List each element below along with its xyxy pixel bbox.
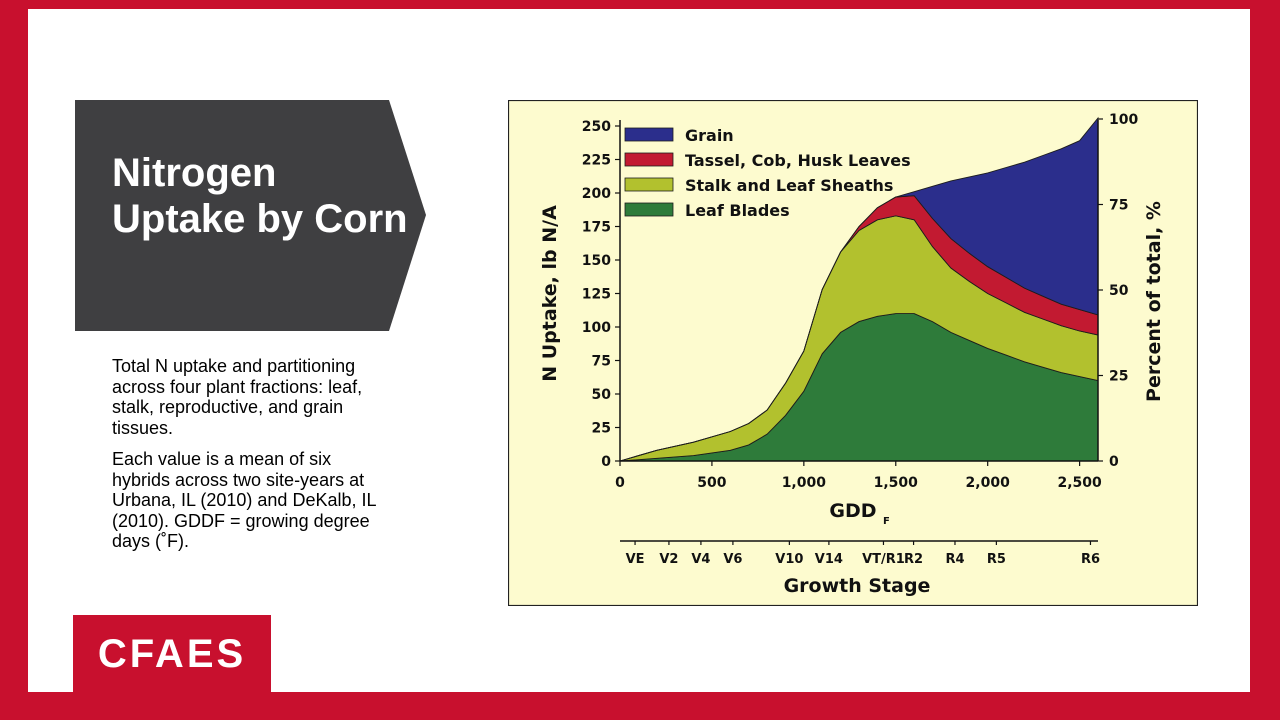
y-tick-label: 75	[592, 354, 611, 370]
y2-tick-label: 25	[1109, 369, 1128, 385]
growth-stage-label: V14	[815, 552, 843, 567]
x-axis-label: GDD	[829, 500, 876, 522]
chart-svg: 0 25 50 75 100 125 150 175 200 225 250 0 25 50 75 100 0 5…	[508, 100, 1198, 606]
legend-label: Grain	[685, 126, 734, 145]
y-tick-label: 25	[592, 421, 611, 437]
legend-label: Leaf Blades	[685, 201, 790, 220]
growth-stage-label: R5	[987, 552, 1006, 567]
nitrogen-uptake-chart: 0 25 50 75 100 125 150 175 200 225 250 0 25 50 75 100 0 5…	[508, 100, 1198, 606]
growth-stage-label: R2	[904, 552, 923, 567]
growth-stage-label: VT/R1	[862, 552, 905, 567]
growth-stage-label: V2	[659, 552, 678, 567]
y-tick-label: 50	[592, 387, 612, 403]
x-axis-label-subscript: F	[883, 516, 890, 527]
slide-title: Nitrogen Uptake by Corn	[112, 151, 408, 241]
y2-tick-label: 50	[1109, 283, 1129, 299]
y-tick-label: 225	[582, 153, 611, 169]
y2-axis-label: Percent of total, %	[1143, 201, 1165, 402]
y2-tick-label: 0	[1109, 454, 1119, 470]
y-axis-label: N Uptake, lb N/A	[539, 205, 561, 382]
growth-stage-label: R4	[945, 552, 964, 567]
growth-stage-axis-title: Growth Stage	[784, 575, 931, 597]
x-tick-label: 1,500	[874, 475, 919, 491]
growth-stage-label: R6	[1081, 552, 1100, 567]
description-paragraph-1: Total N uptake and partitioning across f…	[112, 356, 363, 438]
title-banner: Nitrogen Uptake by Corn	[75, 100, 426, 331]
y-tick-label: 0	[601, 454, 611, 470]
description-paragraph-2: Each value is a mean of six hybrids acro…	[112, 449, 376, 551]
growth-stage-label: V6	[723, 552, 742, 567]
x-tick-label: 2,000	[966, 475, 1011, 491]
cfaes-logo: CFAES	[73, 615, 271, 693]
y2-tick-label: 75	[1109, 198, 1128, 214]
legend-label: Tassel, Cob, Husk Leaves	[685, 151, 911, 170]
y-tick-label: 200	[582, 186, 611, 202]
legend-swatch	[624, 152, 674, 167]
x-tick-label: 1,000	[782, 475, 827, 491]
y-tick-label: 175	[582, 220, 611, 236]
legend-swatch	[624, 127, 674, 142]
growth-stage-label: V10	[775, 552, 803, 567]
growth-stage-label: VE	[626, 552, 645, 567]
x-tick-label: 2,500	[1057, 475, 1102, 491]
y-tick-label: 150	[582, 253, 611, 269]
y-tick-label: 100	[582, 320, 611, 336]
x-tick-label: 0	[615, 475, 625, 491]
y-tick-label: 250	[582, 119, 611, 135]
legend-swatch	[624, 177, 674, 192]
legend-swatch	[624, 202, 674, 217]
slide-description: Total N uptake and partitioning across f…	[112, 356, 387, 563]
y2-tick-label: 100	[1109, 112, 1138, 128]
title-banner-shape	[75, 100, 426, 331]
legend-label: Stalk and Leaf Sheaths	[685, 176, 893, 195]
x-tick-label: 500	[697, 475, 726, 491]
growth-stage-label: V4	[691, 552, 710, 567]
y-tick-label: 125	[582, 287, 611, 303]
